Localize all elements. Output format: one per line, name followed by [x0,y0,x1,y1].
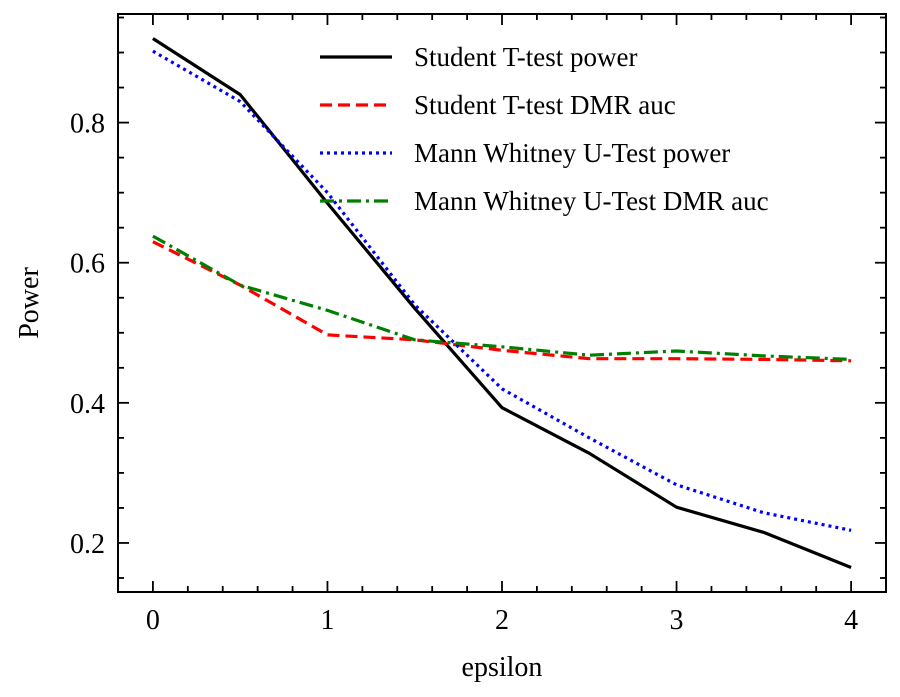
y-tick-label: 0.4 [70,389,105,420]
tick-labels: 0 1 2 3 4 0.2 0.4 0.6 0.8 [70,109,858,636]
series-line-2 [152,240,852,363]
legend: Student T-test power Student T-test DMR a… [320,42,769,216]
legend-item-4: Mann Whitney U-Test DMR auc [320,186,769,216]
series-layer [152,37,852,569]
y-tick-label: 0.8 [70,109,105,140]
legend-label: Student T-test DMR auc [414,90,676,120]
x-tick-label: 2 [495,605,509,636]
legend-label: Student T-test power [414,42,638,72]
legend-item-3: Mann Whitney U-Test power [320,138,730,168]
series-line-4 [152,234,852,361]
y-axis-label: Power [14,267,45,339]
y-tick-label: 0.6 [70,249,105,280]
legend-label: Mann Whitney U-Test DMR auc [414,186,769,216]
legend-item-1: Student T-test power [320,42,638,72]
series-line-3 [152,49,852,532]
x-tick-label: 1 [320,605,334,636]
legend-item-2: Student T-test DMR auc [320,90,676,120]
x-tick-label: 0 [146,605,160,636]
x-tick-label: 4 [844,605,858,636]
x-tick-label: 3 [670,605,684,636]
y-tick-label: 0.2 [70,529,105,560]
x-axis-label: epsilon [462,652,543,683]
axis-ticks [117,14,887,592]
legend-label: Mann Whitney U-Test power [414,138,730,168]
